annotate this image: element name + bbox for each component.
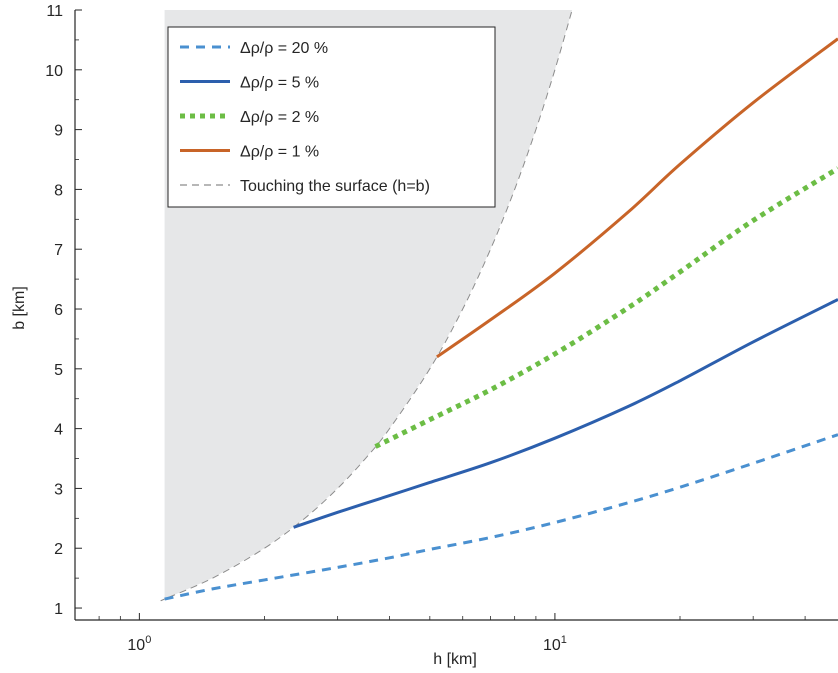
x-axis-label: h [km] bbox=[433, 651, 477, 668]
y-tick-label: 1 bbox=[54, 601, 63, 618]
x-tick-label: 100 bbox=[127, 634, 151, 654]
series-line-2 bbox=[293, 298, 838, 529]
y-tick-label: 6 bbox=[54, 302, 63, 319]
y-tick-label: 9 bbox=[54, 123, 63, 140]
legend-label-1: Δρ/ρ = 20 % bbox=[240, 40, 328, 57]
axes-layer: 1 2 3 4 5 6 7 8 9 10 11 100 101 bbox=[45, 3, 838, 654]
series-line-3 bbox=[374, 166, 838, 449]
legend-label-4: Δρ/ρ = 1 % bbox=[240, 144, 319, 161]
y-tick-label: 3 bbox=[54, 481, 63, 498]
legend-label-5: Touching the surface (h=b) bbox=[240, 178, 430, 195]
y-tick-label: 7 bbox=[54, 242, 63, 259]
y-tick-label: 8 bbox=[54, 182, 63, 199]
legend: Δρ/ρ = 20 % Δρ/ρ = 5 % Δρ/ρ = 2 % Δρ/ρ = 1 … bbox=[167, 26, 496, 208]
y-tick-label: 5 bbox=[54, 362, 63, 379]
surface-boundary-line bbox=[160, 9, 573, 602]
y-tick-label: 11 bbox=[46, 3, 63, 20]
y-tick-label: 2 bbox=[54, 541, 63, 558]
series-layer bbox=[164, 37, 838, 601]
series-line-4 bbox=[436, 37, 838, 359]
y-axis-label: b [km] bbox=[11, 286, 28, 330]
series-line-1 bbox=[164, 433, 838, 601]
y-tick-label: 4 bbox=[54, 422, 63, 439]
legend-label-2: Δρ/ρ = 5 % bbox=[240, 75, 319, 92]
legend-label-3: Δρ/ρ = 2 % bbox=[240, 109, 319, 126]
y-tick-label: 10 bbox=[45, 63, 63, 80]
x-tick-label: 101 bbox=[543, 634, 567, 654]
